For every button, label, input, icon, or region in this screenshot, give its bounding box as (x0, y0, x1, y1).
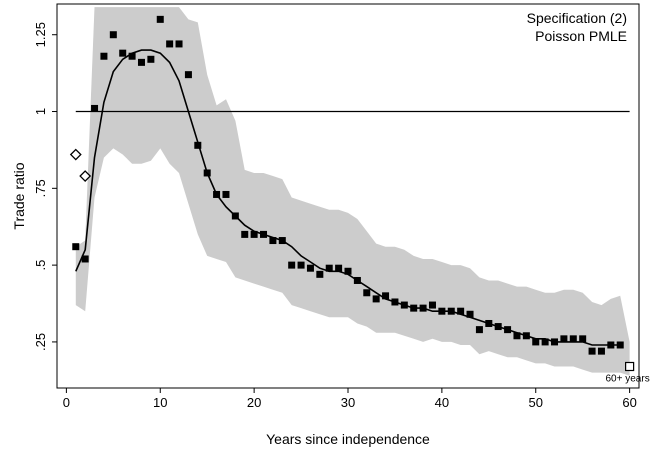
data-point (128, 52, 136, 60)
data-point (419, 304, 427, 312)
x-tick-label: 40 (435, 395, 449, 410)
x-axis: 0 10 20 30 40 50 60 (57, 387, 639, 410)
data-point (438, 307, 446, 315)
data-point (100, 52, 108, 60)
x-axis-title: Years since independence (266, 431, 430, 447)
data-point (428, 301, 436, 309)
data-point (607, 341, 615, 349)
data-point (466, 310, 474, 318)
data-point (372, 295, 380, 303)
data-point (166, 40, 174, 48)
data-point (91, 104, 99, 112)
data-point (616, 341, 624, 349)
data-point (213, 190, 221, 198)
data-point (410, 304, 418, 312)
annotation-specification: Specification (2) (527, 10, 627, 26)
data-point (81, 255, 89, 263)
hollow-diamond-point (79, 170, 92, 182)
data-point (532, 338, 540, 346)
data-point (485, 319, 493, 327)
y-tick-label: .75 (33, 179, 48, 197)
y-axis: .25 .5 .75 1 1.25 (33, 4, 58, 388)
data-point (504, 326, 512, 334)
data-point (560, 335, 568, 343)
data-point (194, 141, 202, 149)
data-point (391, 298, 399, 306)
data-point (588, 347, 596, 355)
data-point (119, 49, 127, 57)
y-axis-title: Trade ratio (11, 162, 27, 229)
data-point (147, 55, 155, 63)
hollow-markers (69, 148, 635, 372)
y-tick-label: .5 (33, 260, 48, 271)
data-point (325, 264, 333, 272)
data-point (579, 335, 587, 343)
x-tick-label: 50 (529, 395, 543, 410)
data-point (260, 230, 268, 238)
y-tick-label: 1.25 (33, 22, 48, 47)
data-point (400, 301, 408, 309)
data-point (551, 338, 559, 346)
label-60-plus-years: 60+ years (606, 373, 650, 384)
data-markers (72, 15, 624, 355)
data-point (363, 289, 371, 297)
x-tick-label: 0 (63, 395, 70, 410)
data-point (475, 326, 483, 334)
data-point (344, 267, 352, 275)
hollow-diamond-point (69, 148, 82, 161)
data-point (72, 243, 80, 251)
annotation-estimator: Poisson PMLE (535, 28, 627, 44)
x-tick-label: 30 (341, 395, 355, 410)
data-point (522, 332, 530, 340)
data-point (222, 190, 230, 198)
y-tick-label: .25 (33, 333, 48, 351)
data-point (316, 270, 324, 278)
x-tick-label: 10 (153, 395, 167, 410)
hollow-square-point (625, 361, 635, 372)
data-point (288, 261, 296, 269)
data-point (447, 307, 455, 315)
data-point (109, 31, 117, 39)
data-point (203, 169, 211, 177)
data-point (513, 332, 521, 340)
data-point (269, 237, 277, 245)
y-tick-label: 1 (33, 108, 48, 115)
data-point (250, 230, 258, 238)
data-point (541, 338, 549, 346)
data-point (175, 40, 183, 48)
data-point (231, 212, 239, 220)
data-point (297, 261, 305, 269)
data-point (156, 15, 164, 23)
data-point (597, 347, 605, 355)
data-point (494, 323, 502, 331)
data-point (335, 264, 343, 272)
x-tick-label: 60 (622, 395, 636, 410)
data-point (306, 264, 314, 272)
x-tick-label: 20 (247, 395, 261, 410)
plot-area (56, 3, 640, 389)
data-point (137, 58, 145, 66)
confidence-band (75, 7, 630, 376)
data-point (457, 307, 465, 315)
data-point (278, 237, 286, 245)
data-point (353, 276, 361, 284)
data-point (569, 335, 577, 343)
data-point (382, 292, 390, 300)
data-point (241, 230, 249, 238)
data-point (184, 71, 192, 79)
